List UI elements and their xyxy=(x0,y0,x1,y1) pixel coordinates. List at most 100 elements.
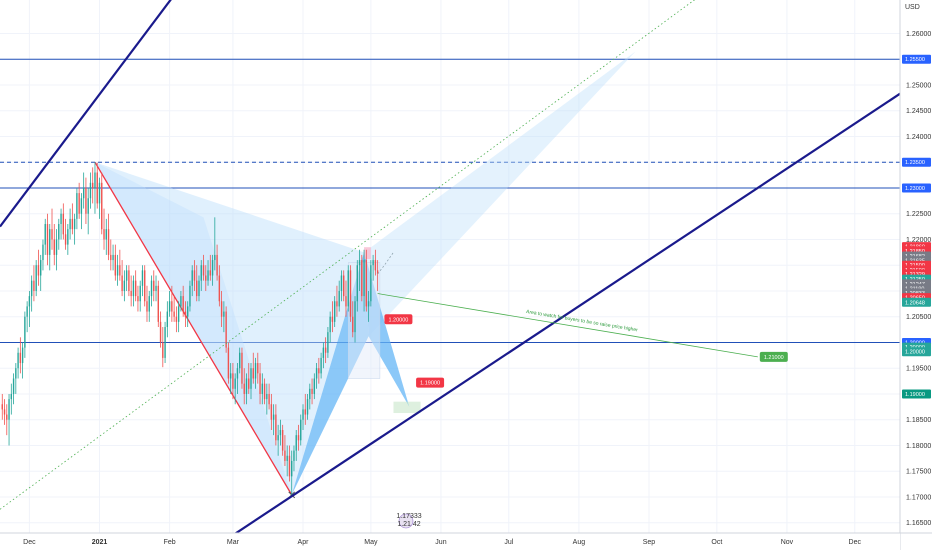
candle-body xyxy=(42,244,44,261)
candle-body xyxy=(288,455,291,477)
candle-body xyxy=(137,296,139,302)
candle-body xyxy=(26,306,28,317)
candle-body xyxy=(150,280,153,297)
candle-body xyxy=(168,301,171,312)
time-axis-bg xyxy=(0,533,900,550)
candle-body xyxy=(180,296,182,307)
candle-body xyxy=(173,311,175,317)
candle-body xyxy=(51,229,53,240)
candle-body xyxy=(370,265,372,302)
candle-body xyxy=(300,419,302,441)
candle-body xyxy=(30,280,33,297)
candle-body xyxy=(153,280,155,291)
candle-body xyxy=(297,435,300,441)
candle-body xyxy=(10,393,13,400)
candle-body xyxy=(53,239,55,255)
time-tick-label: Feb xyxy=(164,539,176,546)
candle-body xyxy=(64,234,67,245)
candle-body xyxy=(28,296,31,307)
candle-body xyxy=(198,280,200,297)
candle-body xyxy=(60,213,62,225)
candle-body xyxy=(116,265,119,276)
time-tick-label: Dec xyxy=(849,539,862,546)
candle-body xyxy=(196,280,198,297)
candle-body xyxy=(243,383,245,394)
candle-body xyxy=(62,213,65,235)
buy-zone xyxy=(393,401,421,414)
candle-body xyxy=(89,182,92,199)
candle-body xyxy=(55,239,58,255)
price-label-text: 1.20648 xyxy=(905,300,925,306)
price-label-text: 1.23000 xyxy=(905,186,925,192)
time-tick-label: Jul xyxy=(504,539,513,546)
candle-body xyxy=(363,260,365,297)
candle-body xyxy=(220,301,223,317)
candle-body xyxy=(191,270,193,286)
candle-body xyxy=(186,306,189,317)
candlesticks xyxy=(1,162,379,495)
horizontal-lines xyxy=(0,58,900,343)
candle-body xyxy=(275,414,277,441)
candle-body xyxy=(134,280,137,297)
candle-body xyxy=(82,187,85,199)
price-label-text: 1.25500 xyxy=(905,57,925,63)
candle-body xyxy=(279,430,282,436)
price-label-text: 1.19000 xyxy=(905,392,925,398)
grid-layer xyxy=(0,0,900,533)
candle-body xyxy=(241,352,243,384)
time-axis[interactable]: Dec 2021 Feb Mar Apr May Jun Jul Aug Sep Oct Nov Dec xyxy=(0,532,932,550)
candle-body xyxy=(144,270,146,302)
candle-body xyxy=(361,260,363,297)
price-badge xyxy=(759,351,788,362)
candle-body xyxy=(166,311,169,328)
candle-body xyxy=(216,254,218,276)
annotations: Area to watch for buyers to be so raise … xyxy=(377,252,788,529)
candle-body xyxy=(354,301,356,333)
candle-body xyxy=(252,368,254,379)
candle-body xyxy=(94,172,96,188)
price-badge-label: 1.21000 xyxy=(764,355,784,361)
candle-body xyxy=(44,224,46,245)
price-label-badge xyxy=(902,54,931,64)
candle-body xyxy=(171,301,173,312)
candle-body xyxy=(3,409,6,415)
price-label-badge xyxy=(902,389,931,399)
xa-leg-line xyxy=(94,161,293,496)
candle-body xyxy=(345,296,347,307)
candle-body xyxy=(184,311,187,317)
candle-body xyxy=(12,378,15,394)
price-axis[interactable]: 1.16500 1.17000 1.17500 1.18000 1.18500 1.190… xyxy=(899,0,932,550)
candle-body xyxy=(17,352,19,369)
candle-body xyxy=(250,368,252,389)
candle-body xyxy=(327,332,329,353)
candle-body xyxy=(40,260,42,276)
candle-body xyxy=(347,270,349,307)
candle-body xyxy=(349,270,352,317)
candle-body xyxy=(372,260,374,266)
candle-body xyxy=(320,357,322,374)
candle-body xyxy=(266,393,268,400)
price-tick-label: 1.22500 xyxy=(906,211,931,218)
time-tick-label: Sep xyxy=(643,539,656,546)
candle-body xyxy=(281,430,284,451)
candle-body xyxy=(232,373,234,389)
candle-body xyxy=(132,280,135,297)
candle-body xyxy=(336,301,338,307)
price-label-text: 1.23500 xyxy=(905,160,925,166)
candle-body xyxy=(121,275,123,291)
price-tick-label: 1.26000 xyxy=(906,31,931,38)
candle-body xyxy=(78,193,80,214)
candle-body xyxy=(374,260,377,271)
candle-body xyxy=(76,193,78,219)
candle-body xyxy=(80,198,83,214)
candle-body xyxy=(148,296,150,312)
candle-body xyxy=(356,265,358,302)
candle-body xyxy=(189,285,191,307)
candle-body xyxy=(139,285,141,302)
candle-body xyxy=(277,435,279,441)
candle-body xyxy=(358,260,361,266)
candle-body xyxy=(286,455,288,461)
price-tick-label: 1.24500 xyxy=(906,108,931,115)
candle-body xyxy=(87,198,89,214)
